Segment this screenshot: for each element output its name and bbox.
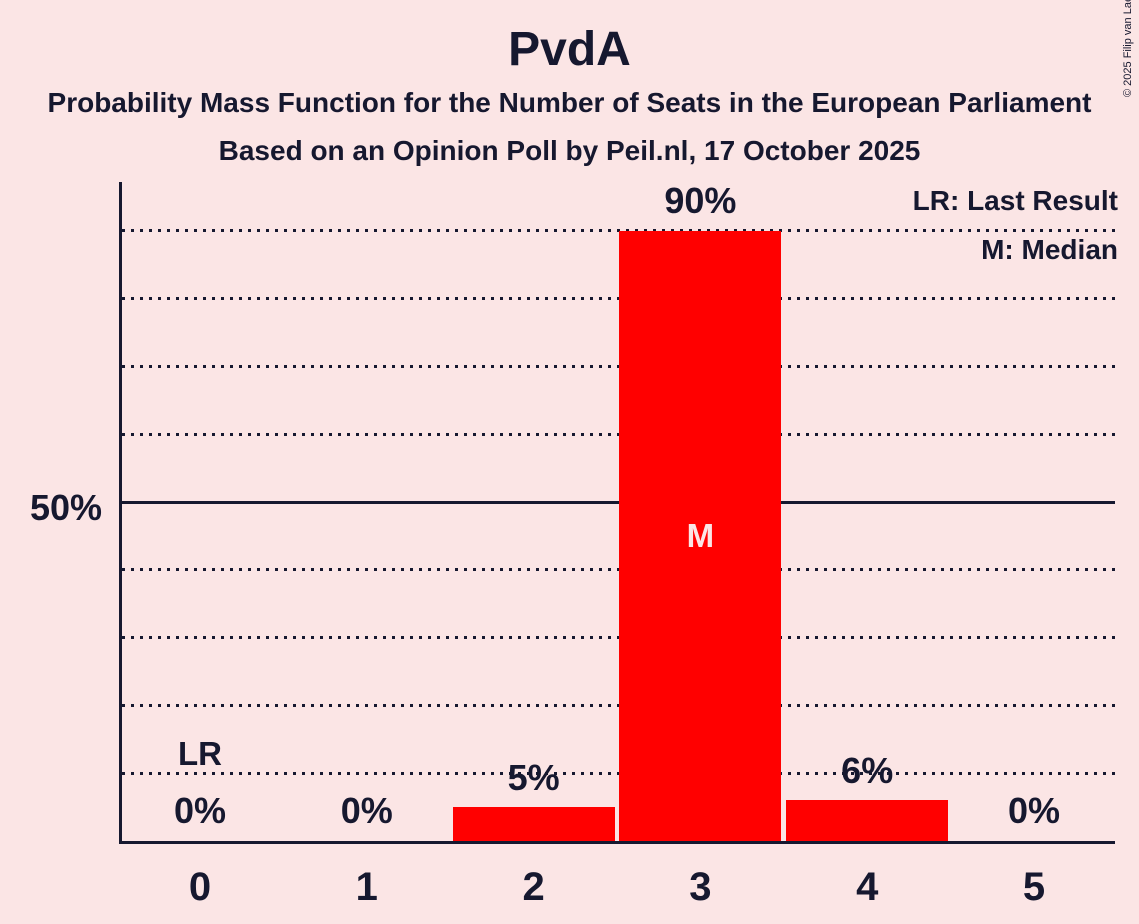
bar-value-label: 0% xyxy=(1007,790,1061,832)
x-tick-label: 4 xyxy=(856,865,879,909)
bar-value-label: 5% xyxy=(507,756,560,798)
gridline-dotted-20pct xyxy=(122,703,1115,707)
gridline-dotted-90pct xyxy=(122,229,1115,233)
bar-seat-4 xyxy=(786,800,949,841)
gridline-dotted-30pct xyxy=(122,636,1115,640)
gridline-dotted-10pct xyxy=(122,771,1115,775)
bar-seat-3 xyxy=(619,230,782,841)
bar-value-label: 6% xyxy=(841,749,894,791)
y-axis-tick-50: 50% xyxy=(29,487,102,528)
x-tick-label: 0 xyxy=(188,865,212,909)
x-tick-label: 1 xyxy=(355,865,378,909)
gridline-dotted-70pct xyxy=(122,364,1115,368)
bar-seat-2 xyxy=(452,807,615,841)
x-tick-label: 2 xyxy=(522,865,545,909)
legend-last-result: LR: Last Result xyxy=(912,185,1118,216)
bar-value-label: 90% xyxy=(664,180,737,222)
median-marker: M xyxy=(686,516,715,554)
bar-value-label: 0% xyxy=(173,790,227,832)
x-tick-label: 5 xyxy=(1022,865,1046,909)
last-result-marker: LR xyxy=(178,734,222,772)
copyright-note: © 2025 Filip van Laenen xyxy=(1122,0,1134,97)
chart-title: PvdA xyxy=(508,23,631,76)
gridline-solid-50pct xyxy=(122,500,1115,504)
gridline-dotted-60pct xyxy=(122,432,1115,436)
bar-value-label: 0% xyxy=(340,790,393,832)
legend-median: M: Median xyxy=(981,234,1118,265)
plot-area: 0% 0 0% 1 5% 2 90% 3 6% 4 0% 5 LR M xyxy=(119,180,1115,909)
gridline-dotted-80pct xyxy=(122,297,1115,301)
chart-subtitle: Probability Mass Function for the Number… xyxy=(47,87,1092,118)
chart-caption: Based on an Opinion Poll by Peil.nl, 17 … xyxy=(218,135,921,166)
x-tick-label: 3 xyxy=(689,865,712,909)
gridline-dotted-40pct xyxy=(122,568,1115,572)
